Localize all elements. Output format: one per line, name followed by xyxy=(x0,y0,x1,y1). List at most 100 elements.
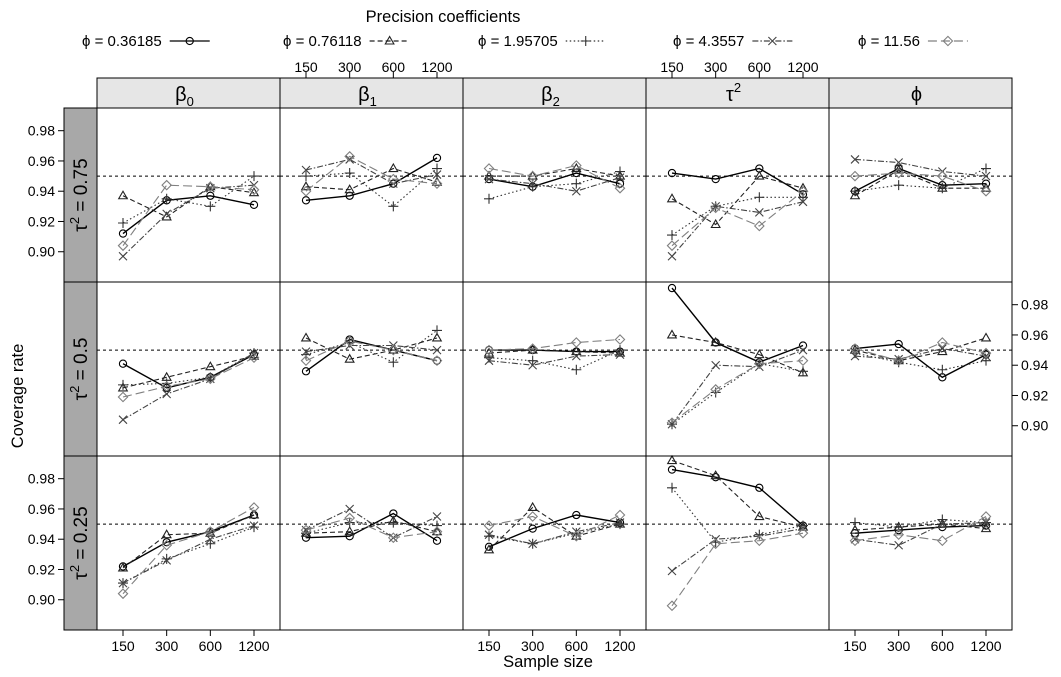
point-s4-x0 xyxy=(849,170,861,182)
series-line-3 xyxy=(305,158,438,185)
strip-column-4 xyxy=(828,77,1013,109)
series-line-4 xyxy=(488,164,621,189)
legend-marker xyxy=(384,35,395,45)
panel-r0-c2 xyxy=(462,107,647,283)
point-s0-x0 xyxy=(667,168,677,178)
x-tick-label: 300 xyxy=(521,638,545,654)
y-tick-label: 0.96 xyxy=(28,501,55,517)
point-s2-x3 xyxy=(615,166,625,177)
point-s1-x0 xyxy=(849,190,861,200)
panel-border xyxy=(462,107,647,283)
point-s4-x2 xyxy=(387,532,399,544)
point-s4-x1 xyxy=(527,343,539,354)
point-s3-x0 xyxy=(484,356,494,366)
x-tick-label: 150 xyxy=(843,638,867,654)
series-line-1 xyxy=(122,355,255,389)
series-line-4 xyxy=(488,514,621,537)
series-line-0 xyxy=(854,343,987,379)
point-s4-x1 xyxy=(893,529,905,541)
panel-border xyxy=(462,281,647,457)
series-line-1 xyxy=(488,506,621,551)
y-axis-row-2: 0.90 0.92 0.94 0.96 0.98 xyxy=(28,471,64,608)
point-s2-x3 xyxy=(615,519,625,530)
point-s1-x3 xyxy=(797,182,809,192)
point-s0-x2 xyxy=(572,510,581,520)
x-tick-label: 300 xyxy=(155,638,179,654)
point-s2-x2 xyxy=(388,357,399,368)
point-s3-x1 xyxy=(894,354,904,364)
point-s4-x2 xyxy=(753,220,765,232)
series-line-1 xyxy=(305,520,438,534)
series-line-3 xyxy=(488,354,621,366)
legend-item-0: ϕ = 0.36185 xyxy=(82,33,210,50)
x-tick-label: 300 xyxy=(704,59,728,75)
point-s3-x3 xyxy=(432,512,442,521)
panel-r1-c3 xyxy=(645,281,830,457)
series-line-2 xyxy=(305,168,438,208)
point-s4-x2 xyxy=(570,337,582,348)
series-line-3 xyxy=(854,158,987,177)
point-s2-x2 xyxy=(937,183,948,194)
point-s1-x0 xyxy=(300,181,312,191)
series-line-0 xyxy=(671,468,804,527)
point-s2-x0 xyxy=(667,482,677,493)
point-s3-x1 xyxy=(345,155,355,164)
point-s4-x1 xyxy=(710,202,722,214)
point-s2-x3 xyxy=(432,325,442,336)
point-s3-x1 xyxy=(528,360,538,370)
point-s4-x3 xyxy=(248,502,260,513)
series-line-4 xyxy=(122,357,255,398)
series-line-2 xyxy=(305,329,438,363)
point-s3-x2 xyxy=(754,208,764,217)
point-s4-x2 xyxy=(204,373,216,385)
point-s4-x2 xyxy=(387,344,399,356)
panel-r2-c1 xyxy=(279,455,464,631)
point-s1-x2 xyxy=(754,349,765,359)
point-s4-x1 xyxy=(344,512,356,524)
legend-label: ϕ = 0.36185 xyxy=(82,33,162,50)
point-s4-x1 xyxy=(344,335,356,347)
series-line-2 xyxy=(122,526,255,584)
point-s1-x1 xyxy=(710,470,721,480)
point-s1-x0 xyxy=(666,193,678,203)
series-line-4 xyxy=(122,506,255,595)
point-s2-x1 xyxy=(161,193,172,204)
point-s4-x2 xyxy=(570,160,582,171)
point-s3-x3 xyxy=(432,345,442,355)
series-line-1 xyxy=(305,337,438,360)
series-line-2 xyxy=(488,349,621,371)
point-s1-x0 xyxy=(849,524,861,534)
point-s2-x2 xyxy=(754,529,765,540)
series-line-3 xyxy=(305,344,438,353)
series-line-3 xyxy=(488,522,621,545)
strip-column-2 xyxy=(462,77,647,109)
strip-label-row-1: τ2 = 0.5 xyxy=(67,338,92,401)
series-line-0 xyxy=(671,167,804,195)
point-s3-x2 xyxy=(937,519,947,529)
x-tick-label: 600 xyxy=(382,59,406,75)
x-tick-label: 1200 xyxy=(238,638,269,654)
panel-border xyxy=(645,281,830,457)
point-s3-x0 xyxy=(850,534,860,544)
x-axis-col-2: 150 300 600 1200 xyxy=(477,630,636,654)
point-s4-x0 xyxy=(666,240,678,252)
point-s4-x1 xyxy=(710,538,722,550)
point-s4-x0 xyxy=(849,535,861,547)
point-s3-x0 xyxy=(301,347,311,356)
point-s4-x3 xyxy=(614,334,626,345)
point-s3-x2 xyxy=(937,344,947,353)
point-s1-x1 xyxy=(344,353,355,363)
series-line-1 xyxy=(489,167,621,177)
point-s3-x1 xyxy=(345,504,355,514)
point-s0-x0 xyxy=(118,229,128,238)
series-line-2 xyxy=(488,523,621,545)
point-s3-x3 xyxy=(249,521,259,530)
point-s3-x0 xyxy=(484,530,494,540)
point-s4-x3 xyxy=(614,509,626,521)
y-tick-label: 0.94 xyxy=(28,531,55,547)
point-s3-x1 xyxy=(162,389,172,399)
series-line-4 xyxy=(305,517,438,539)
series-line-2 xyxy=(122,175,255,224)
